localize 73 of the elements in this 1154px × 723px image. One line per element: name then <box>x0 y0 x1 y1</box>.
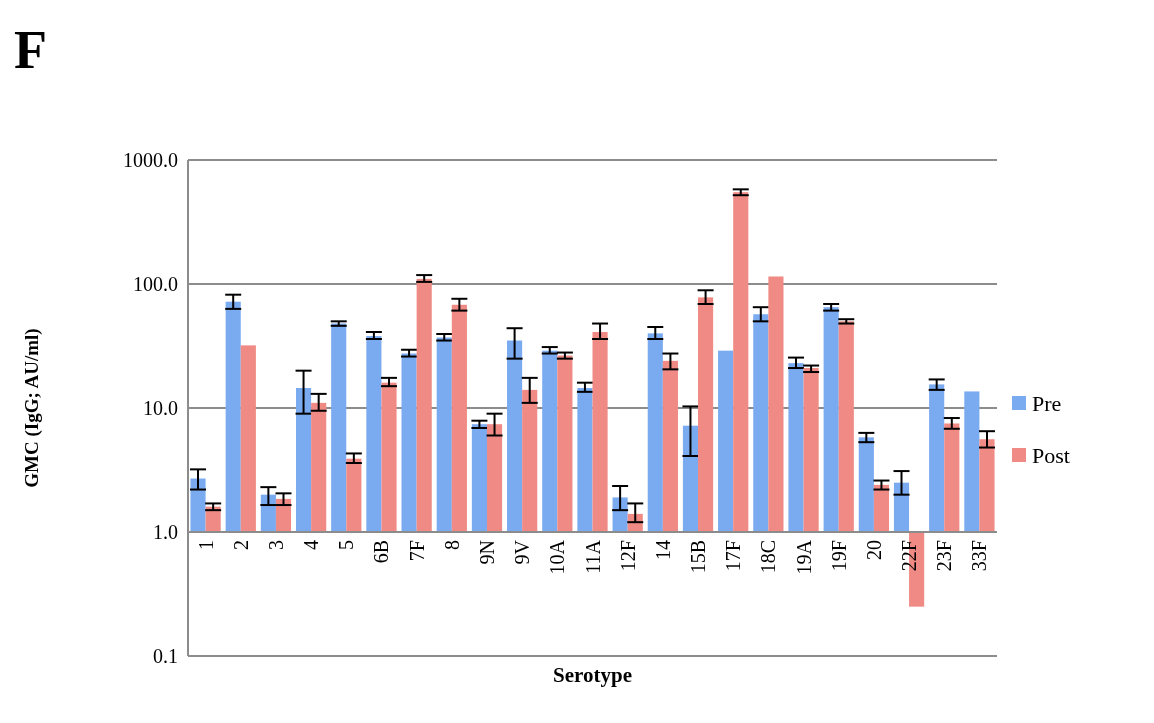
bar <box>873 484 890 532</box>
x-tick-label: 9N <box>475 540 498 565</box>
bar <box>507 340 523 532</box>
bar <box>331 323 347 532</box>
legend-label: Post <box>1032 442 1070 468</box>
x-tick-label: 11A <box>581 539 604 574</box>
bar <box>471 424 487 532</box>
x-tick-label: 6B <box>370 540 393 564</box>
bar <box>698 297 714 532</box>
bar <box>366 336 382 532</box>
x-tick-label: 10A <box>546 539 569 575</box>
bar <box>682 425 699 532</box>
bar <box>647 333 663 532</box>
legend-label: Pre <box>1032 390 1062 416</box>
y-tick-label: 100.0 <box>133 273 178 295</box>
x-tick-label: 7F <box>405 540 428 562</box>
bar <box>346 458 362 532</box>
x-tick-label: 19F <box>827 540 850 572</box>
y-tick-label: 10.0 <box>143 397 178 419</box>
x-tick-label: 5 <box>335 540 358 550</box>
bar <box>225 301 241 532</box>
x-tick-label: 2 <box>229 540 252 550</box>
y-tick-label: 0.1 <box>153 645 178 667</box>
bar <box>401 353 417 532</box>
x-axis-title: Serotype <box>553 663 632 687</box>
bar <box>929 384 945 532</box>
bar <box>944 423 960 532</box>
bar <box>979 439 995 532</box>
bar <box>823 307 839 532</box>
x-tick-label: 22F <box>898 540 921 572</box>
bar <box>964 391 980 532</box>
bar <box>718 350 734 532</box>
bar <box>486 424 503 532</box>
bar <box>311 402 327 532</box>
x-tick-label: 23F <box>933 540 956 572</box>
bar <box>753 314 769 532</box>
x-tick-label: 18C <box>757 540 780 574</box>
bar <box>240 345 256 532</box>
bar <box>838 321 854 532</box>
x-tick-label: 17F <box>722 540 745 572</box>
bar <box>557 355 573 532</box>
x-tick-label: 14 <box>651 540 674 560</box>
bar <box>662 360 678 532</box>
x-tick-label: 20 <box>862 540 885 560</box>
x-tick-label: 9V <box>511 539 534 565</box>
bar <box>416 278 432 532</box>
x-tick-label: 3 <box>264 540 287 550</box>
bar <box>788 363 804 532</box>
bar <box>542 350 558 532</box>
y-tick-label: 1.0 <box>153 521 178 543</box>
bar <box>295 387 312 532</box>
bar <box>803 368 819 532</box>
bar <box>768 276 784 532</box>
bar <box>436 337 452 532</box>
x-tick-label: 12F <box>616 540 639 572</box>
bar <box>733 192 749 532</box>
y-tick-label: 1000.0 <box>123 149 178 171</box>
x-tick-label: 15B <box>687 540 710 574</box>
bar <box>858 437 874 532</box>
y-axis-title: GMC (IgG; AU/ml) <box>21 328 43 488</box>
chart-title: F <box>14 20 47 80</box>
x-tick-label: 1 <box>194 540 217 550</box>
bar <box>381 382 397 532</box>
x-tick-label: 4 <box>300 540 323 550</box>
x-tick-label: 19A <box>792 539 815 575</box>
bar <box>522 389 538 532</box>
bar <box>190 478 206 532</box>
x-tick-label: 33F <box>968 540 991 572</box>
bar <box>451 304 467 532</box>
bar <box>577 387 593 532</box>
bar <box>592 332 608 532</box>
x-tick-label: 8 <box>440 540 463 550</box>
bar <box>893 482 910 532</box>
